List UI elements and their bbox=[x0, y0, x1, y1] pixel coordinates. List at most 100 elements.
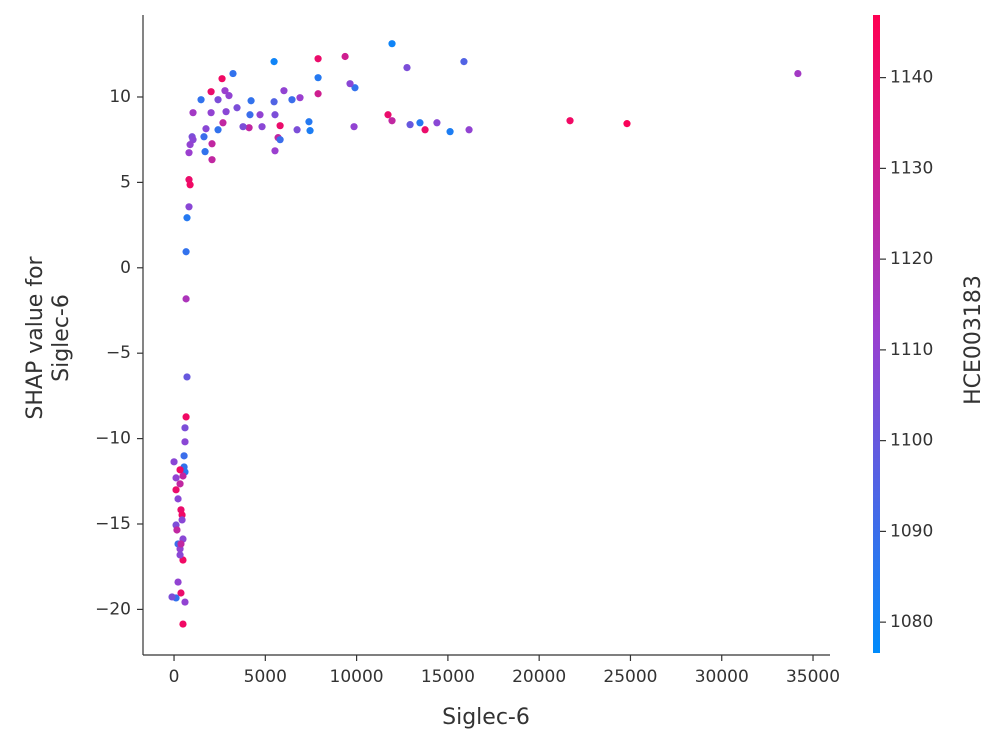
point bbox=[181, 598, 189, 606]
colorbar-label: HCE003183 bbox=[961, 275, 986, 405]
point bbox=[280, 87, 288, 95]
point bbox=[460, 58, 468, 66]
point bbox=[182, 248, 190, 256]
colorbar-tick-label: 1090 bbox=[890, 521, 933, 541]
point bbox=[183, 214, 191, 222]
point bbox=[446, 128, 454, 136]
point bbox=[173, 526, 181, 534]
colorbar-tick-label: 1080 bbox=[890, 612, 933, 632]
point bbox=[177, 589, 185, 597]
y-tick-label: 0 bbox=[120, 258, 131, 278]
point bbox=[293, 126, 301, 134]
point bbox=[178, 511, 186, 519]
point bbox=[208, 140, 216, 148]
point bbox=[270, 98, 278, 106]
y-tick-label: −20 bbox=[95, 599, 131, 619]
point bbox=[229, 69, 237, 78]
point bbox=[182, 413, 190, 421]
point bbox=[306, 127, 314, 135]
point bbox=[296, 94, 304, 102]
y-tick-label: −10 bbox=[95, 429, 131, 449]
x-tick-label: 10000 bbox=[330, 667, 384, 687]
point bbox=[174, 495, 182, 503]
point bbox=[197, 96, 205, 104]
point bbox=[314, 74, 322, 82]
point bbox=[181, 438, 189, 446]
point bbox=[271, 147, 279, 155]
point bbox=[207, 109, 215, 117]
point bbox=[181, 424, 189, 432]
point bbox=[225, 92, 233, 100]
point bbox=[314, 55, 322, 63]
point bbox=[179, 472, 187, 480]
colorbar bbox=[873, 15, 880, 653]
point bbox=[239, 123, 247, 131]
point bbox=[208, 156, 216, 164]
point bbox=[168, 593, 176, 601]
x-axis-label: Siglec-6 bbox=[442, 705, 530, 730]
point bbox=[207, 88, 215, 96]
point bbox=[219, 119, 227, 127]
point bbox=[222, 108, 230, 116]
point bbox=[258, 123, 266, 131]
colorbar-tick-label: 1120 bbox=[890, 249, 933, 269]
point bbox=[201, 148, 209, 156]
point bbox=[202, 125, 210, 133]
point bbox=[341, 52, 349, 61]
point bbox=[200, 133, 208, 141]
point bbox=[623, 120, 631, 128]
x-tick-label: 0 bbox=[169, 667, 180, 687]
point bbox=[189, 109, 197, 117]
point bbox=[176, 466, 184, 474]
point bbox=[350, 123, 358, 131]
point bbox=[182, 295, 190, 303]
colorbar-tick-label: 1140 bbox=[890, 68, 933, 88]
point bbox=[245, 124, 253, 132]
point bbox=[406, 121, 414, 129]
point bbox=[178, 516, 186, 524]
y-tick-label: 5 bbox=[120, 172, 131, 192]
point bbox=[794, 69, 802, 78]
point bbox=[403, 64, 411, 72]
point bbox=[179, 620, 187, 628]
point bbox=[270, 58, 278, 66]
point bbox=[256, 111, 264, 119]
point bbox=[172, 474, 180, 482]
point bbox=[183, 373, 191, 381]
y-axis-label: Siglec-6 bbox=[49, 294, 74, 382]
y-tick-label: −5 bbox=[106, 343, 131, 363]
point bbox=[421, 126, 429, 134]
x-tick-label: 5000 bbox=[244, 667, 287, 687]
point bbox=[384, 111, 392, 119]
point bbox=[433, 119, 441, 127]
point bbox=[305, 118, 313, 126]
colorbar-tick-label: 1100 bbox=[890, 431, 933, 451]
point bbox=[566, 117, 574, 125]
point bbox=[174, 578, 182, 586]
point bbox=[271, 111, 279, 119]
point bbox=[314, 90, 322, 98]
point bbox=[177, 540, 185, 548]
point bbox=[185, 203, 193, 211]
point bbox=[276, 136, 284, 144]
point bbox=[288, 96, 296, 104]
point bbox=[218, 75, 226, 83]
point bbox=[185, 149, 193, 157]
colorbar-tick-label: 1110 bbox=[890, 340, 933, 360]
point bbox=[176, 551, 184, 559]
x-tick-label: 30000 bbox=[695, 667, 749, 687]
y-axis-label: SHAP value for bbox=[23, 255, 48, 419]
x-tick-label: 15000 bbox=[421, 667, 475, 687]
point bbox=[170, 458, 178, 466]
point bbox=[388, 117, 396, 125]
x-tick-label: 20000 bbox=[512, 667, 566, 687]
point bbox=[176, 480, 184, 488]
y-tick-label: 10 bbox=[109, 87, 131, 107]
point bbox=[465, 126, 473, 134]
point bbox=[233, 104, 241, 112]
point bbox=[172, 486, 180, 494]
y-tick-label: −15 bbox=[95, 514, 131, 534]
point bbox=[276, 122, 284, 130]
